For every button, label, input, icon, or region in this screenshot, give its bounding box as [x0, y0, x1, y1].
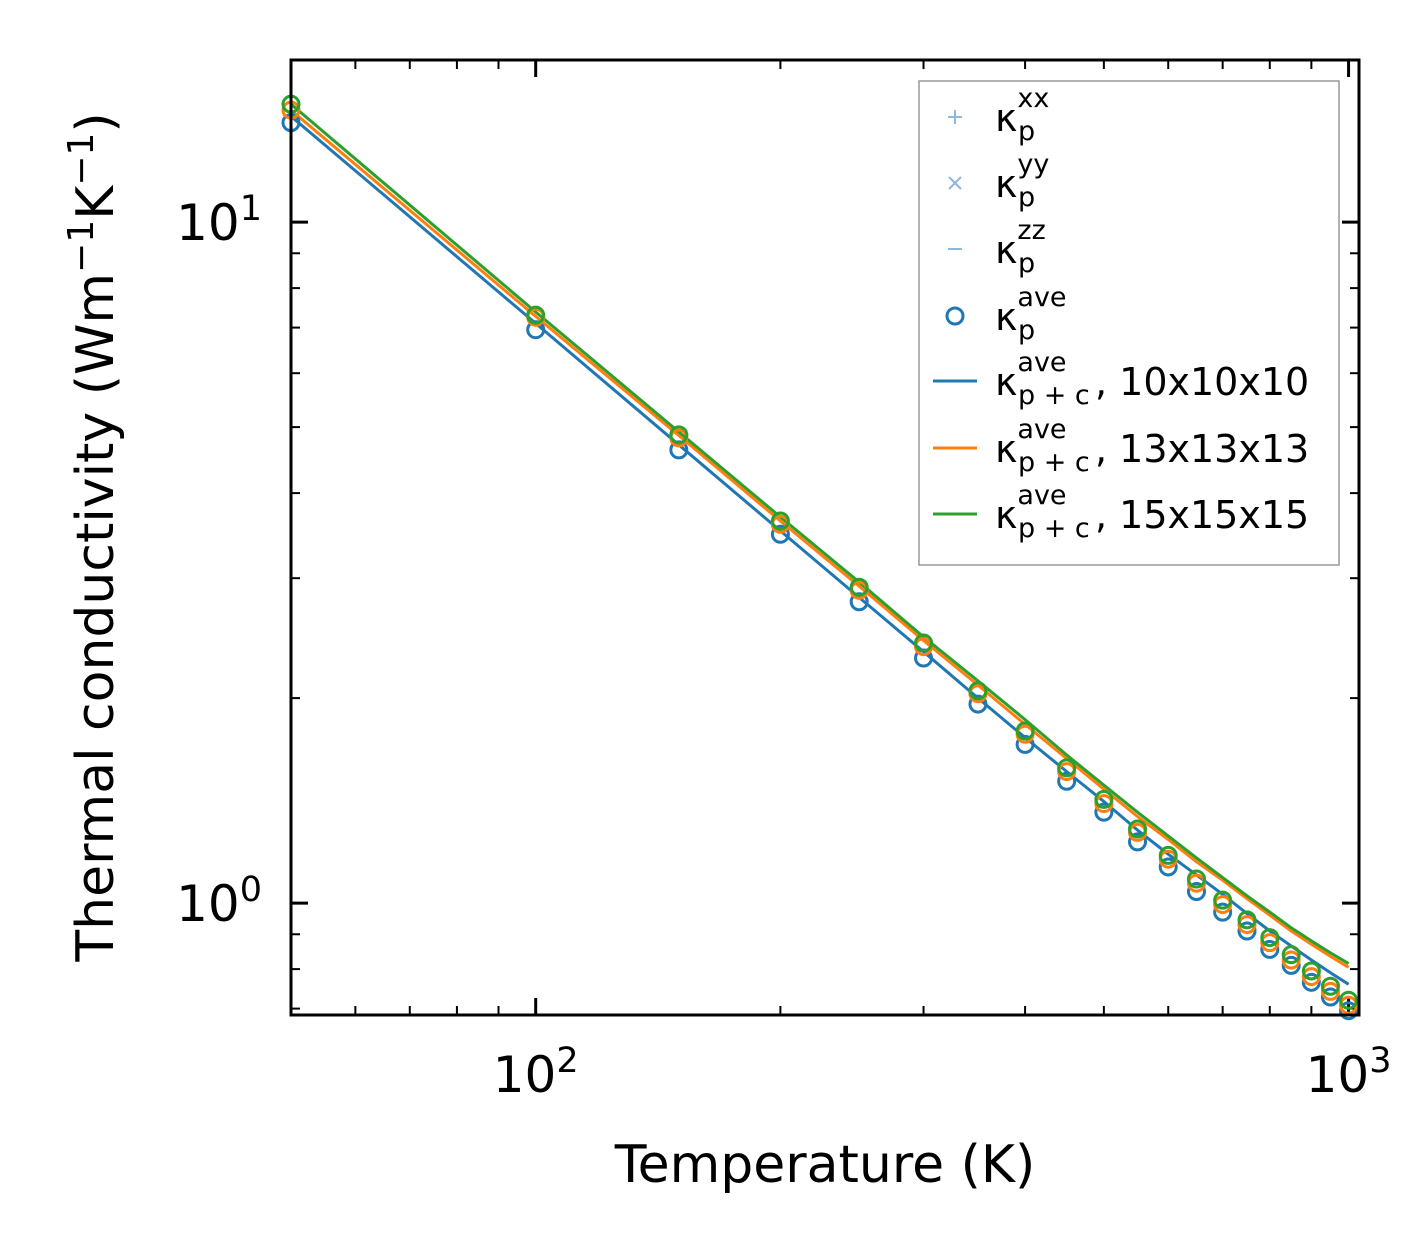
data-point	[1128, 832, 1148, 852]
data-point	[914, 633, 934, 653]
data-point	[968, 694, 988, 714]
y-tick-label: 100	[176, 870, 262, 933]
x-tick-label: 102	[493, 1041, 579, 1104]
legend-marker-cross	[948, 176, 962, 190]
data-point	[1281, 955, 1301, 975]
data-point	[1015, 721, 1035, 741]
data-point	[1094, 802, 1114, 822]
data-point	[1015, 734, 1035, 754]
plot-area	[281, 94, 1359, 1021]
major-ticks	[291, 60, 1359, 1015]
legend-label: κzz p	[995, 215, 1046, 279]
data-point	[1186, 869, 1206, 889]
data-point	[1237, 921, 1257, 941]
data-point	[1158, 845, 1178, 865]
data-point	[968, 681, 988, 701]
data-point	[1301, 972, 1321, 992]
data-point	[669, 425, 689, 445]
data-point	[1281, 950, 1301, 970]
x-tick-label: 103	[1306, 1041, 1392, 1104]
data-point	[1320, 976, 1340, 996]
data-point	[1094, 789, 1114, 809]
series-line	[290, 109, 1350, 969]
data-point	[1213, 902, 1233, 922]
legend-label: κave p + c, 13x13x13	[995, 414, 1309, 478]
x-axis-label: Temperature (K)	[614, 1135, 1036, 1195]
data-point	[849, 577, 869, 597]
series-line	[290, 103, 1350, 965]
y-axis-label: Thermal conductivity (Wm−1K−1)	[61, 112, 126, 962]
legend-marker-circle	[945, 306, 965, 326]
data-point	[1057, 771, 1077, 791]
data-point	[1186, 882, 1206, 902]
data-point	[1057, 758, 1077, 778]
data-point	[1237, 910, 1257, 930]
data-point	[1339, 990, 1359, 1010]
data-point	[1213, 890, 1233, 910]
series-line	[290, 115, 1350, 986]
data-point	[1158, 857, 1178, 877]
x-tick-labels: 102 103	[493, 1041, 1392, 1104]
axes-frame	[289, 58, 1361, 1017]
legend-label: κave p	[995, 282, 1067, 346]
data-point	[1320, 981, 1340, 1001]
data-point	[1301, 961, 1321, 981]
data-point	[1320, 987, 1340, 1007]
legend-frame	[918, 80, 1340, 566]
data-point	[770, 524, 790, 544]
data-point	[1339, 1001, 1359, 1021]
legend-label: κyy p	[995, 149, 1049, 213]
legend-label: κxx p	[995, 83, 1049, 147]
data-point	[1301, 967, 1321, 987]
data-point	[1260, 939, 1280, 959]
data-point	[1260, 928, 1280, 948]
y-tick-label: 101	[176, 189, 262, 252]
data-point	[1281, 945, 1301, 965]
y-tick-labels: 100 101	[176, 189, 262, 933]
legend-label: κave p + c, 15x15x15	[995, 480, 1309, 544]
data-point	[526, 305, 546, 325]
legend-label: κave p + c, 10x10x10	[995, 347, 1309, 411]
data-point	[770, 511, 790, 531]
data-point	[1128, 819, 1148, 839]
